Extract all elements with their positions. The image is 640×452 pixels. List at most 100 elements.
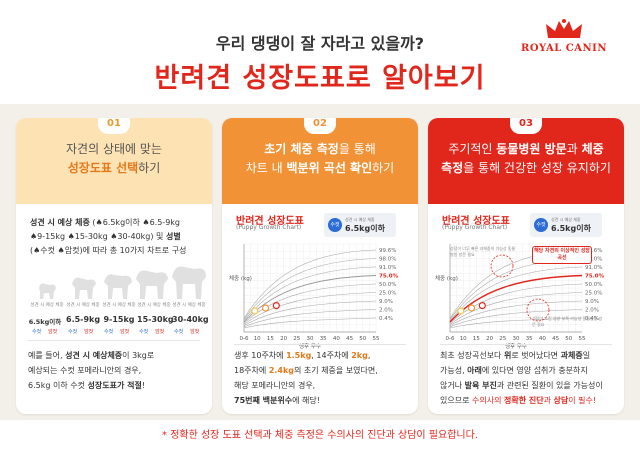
step-head-line: 초기 체중 측정을 통해: [222, 140, 418, 159]
percentile-label: 9.0%: [379, 299, 393, 305]
percentile-label: 75.0%: [585, 274, 605, 280]
x-tick-label: 0-6: [240, 336, 249, 342]
step-head-line: 차트 내 백분위 곡선 확인하기: [222, 159, 418, 178]
underweight-marker: [526, 298, 550, 322]
step-head-text: 하기: [372, 161, 395, 175]
foot-text: 해당 포메라니안의 경우,: [234, 381, 316, 390]
chart-title: 반려견 성장도표: [236, 216, 304, 227]
y-axis-label: 체중 (kg): [435, 274, 458, 282]
percentile-label: 98.0%: [585, 257, 602, 263]
sex-female-label: 암컷: [84, 329, 94, 335]
sex-female-label: 암컷: [48, 329, 58, 335]
x-tick-label: 40: [333, 336, 340, 342]
chip-caption: 성견 시 예상 체중: [551, 217, 581, 222]
foot-text: 로 벗어났다면: [511, 351, 561, 360]
sex-male-label: 수컷: [174, 329, 184, 335]
x-tick-label: 10: [254, 336, 261, 342]
foot-red-bold: 상담: [553, 396, 569, 405]
x-tick-label: 35: [526, 336, 533, 342]
weight-point: [261, 304, 270, 312]
foot-text: 있으므로: [440, 396, 472, 405]
dog-caption: 성견 시 예상 체중: [102, 303, 136, 308]
body-text: (♠수컷 ♠암컷)에 따라 총 10가지 차트로 구성: [30, 246, 187, 255]
foot-bold: 과체중: [560, 351, 583, 360]
x-axis-label: 생후 주수: [299, 342, 321, 350]
dog-weight: 6.5kg이하: [28, 318, 62, 326]
x-tick-label: 50: [565, 336, 572, 342]
foot-bold: 아래: [467, 366, 482, 375]
step-head-text: 주기적인: [448, 142, 497, 156]
chart-profile-chip: 수컷 성견 시 예상 체중 6.5kg이하: [324, 213, 396, 237]
weight-point: [478, 301, 486, 310]
x-tick-label: 45: [552, 336, 559, 342]
x-tick-label: 55: [579, 336, 586, 342]
x-tick-label: 0-6: [446, 336, 455, 342]
foot-value: 2kg: [351, 351, 368, 360]
page-title: 반려견 성장도표로 알아보기: [154, 63, 486, 94]
dog-weight: 6.5-9kg: [66, 315, 101, 324]
percentile-curve: [243, 249, 377, 319]
dog-size-row: 성견 시 예상 체중 성견 시 예상 체중 성견 시 예상 체중 성견 시 예상…: [26, 266, 209, 330]
percentile-curve: [449, 292, 583, 325]
step-head-highlight: 측정: [441, 161, 464, 175]
brand-logo: ROYAL CANIN: [516, 18, 612, 54]
foot-bold: 75번째 백분위수: [234, 396, 293, 405]
step-number-1: 01: [98, 118, 130, 134]
percentile-label: 99.6%: [585, 248, 602, 254]
percentile-curve: [243, 283, 377, 324]
step-footer-2: 생후 10주차에 1.5kg, 14주차에 2kg, 18주차에 2.4kg의 …: [234, 348, 408, 408]
percentile-curve: [243, 300, 377, 326]
x-tick-label: 15: [267, 336, 274, 342]
percentile-curve: [243, 309, 377, 328]
step-head-highlight: 동물병원 방문: [496, 142, 567, 156]
chip-weight: 6.5kg이하: [345, 224, 385, 233]
dog-weight: 15-30kg: [137, 315, 174, 324]
step-head-line: 주기적인 동물병원 방문과 체중: [428, 140, 624, 159]
x-tick-label: 25: [293, 336, 300, 342]
sex-male-label: 수컷: [139, 329, 149, 335]
crown-icon: [546, 19, 582, 38]
dog-caption: 성견 시 예상 체중: [137, 303, 171, 308]
step-head-highlight: 초기 체중 측정: [264, 142, 339, 156]
foot-text: 예상되는 수컷 포메라니안의 경우,: [28, 366, 142, 375]
x-tick-label: 40: [539, 336, 546, 342]
x-tick-label: 35: [320, 336, 327, 342]
percentile-curve: [449, 300, 583, 326]
chart-title: 반려견 성장도표: [442, 216, 510, 227]
foot-text: 의 초기 체중을 보였다면,: [294, 366, 378, 375]
dog-icon: [104, 274, 132, 299]
weight-point: [457, 307, 465, 315]
foot-value: 2.4kg: [268, 366, 295, 375]
step-card-3: 03 주기적인 동물병원 방문과 체중 측정을 통해 건강한 성장 유지하기 반…: [428, 118, 624, 414]
sex-male-label: 수컷: [104, 329, 114, 335]
dog-caption: 성견 시 예상 체중: [172, 303, 206, 308]
note-overweight: 성장이 너무 빠른 과체중의 가능성 동물병원 방문 필요: [450, 246, 516, 257]
foot-text: 최초 성장곡선보다: [440, 351, 504, 360]
foot-text: 과 관련된 질환이 있을 가능성이: [496, 381, 603, 390]
percentile-label: 91.0%: [379, 265, 396, 271]
percentile-label: 50.0%: [379, 282, 396, 288]
foot-red-bold: 정확한 진단: [503, 396, 544, 405]
callout-ideal-curve: 해당 자견의 이상적인 성장곡선: [532, 246, 592, 264]
percentile-label: 75.0%: [379, 274, 399, 280]
percentile-label: 91.0%: [585, 265, 602, 271]
y-axis-label: 체중 (kg): [229, 274, 252, 282]
foot-value: 1.5kg: [286, 351, 312, 360]
note-underweight: 성장이 느린 영양 부족 가능성 동물병원 방문 필요: [532, 316, 603, 327]
foot-red: 과: [543, 396, 554, 405]
step-head-highlight: 체중: [581, 142, 604, 156]
x-tick-label: 20: [486, 336, 493, 342]
percentile-label: 2.0%: [585, 308, 599, 314]
divider: [234, 344, 406, 345]
foot-text: !: [141, 381, 146, 390]
foot-text: , 14주차에: [311, 351, 352, 360]
step-head-highlight: 성장도표 선택: [67, 161, 139, 175]
foot-text: 않거나: [440, 381, 465, 390]
body-bold: 성별: [165, 232, 181, 241]
foot-text: 6.5kg 이하 수컷: [28, 381, 88, 390]
percentile-label: 0.4%: [379, 316, 393, 322]
divider: [28, 340, 200, 341]
body-text: (♠6.5kg이하 ♠6.5-9kg: [89, 218, 180, 227]
percentile-curve: [243, 258, 377, 320]
foot-text: 에 해당!: [292, 396, 320, 405]
